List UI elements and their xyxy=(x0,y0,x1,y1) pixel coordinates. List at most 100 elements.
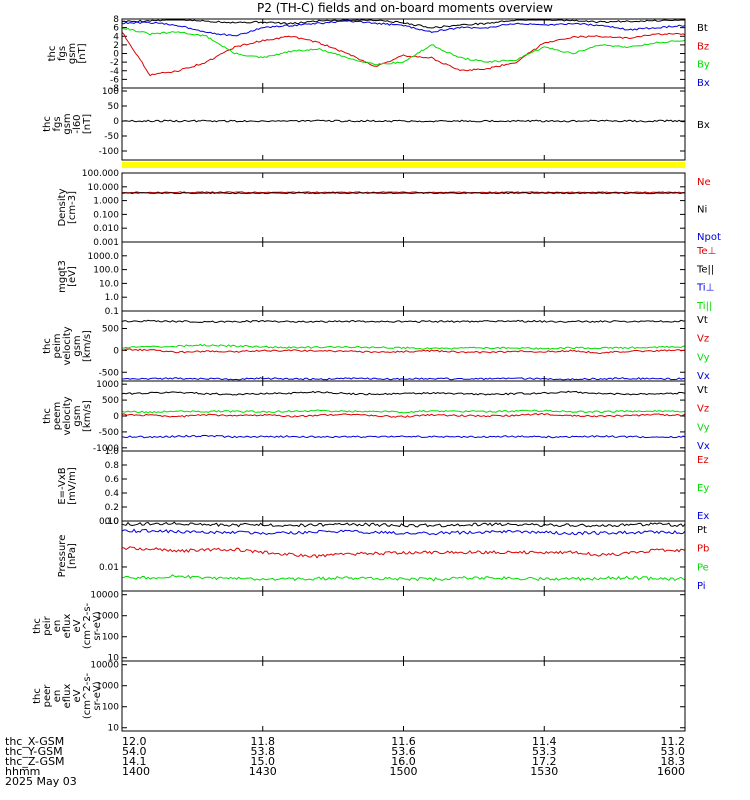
ylabel-line: en xyxy=(52,690,63,703)
ylabel-line: thc xyxy=(42,338,53,354)
ytick-label: 100.000 xyxy=(82,169,119,179)
ylabel-line: gsm xyxy=(72,335,83,356)
ylabel-line: Pressure xyxy=(57,535,68,578)
xaxis-row-label: hhmm xyxy=(5,765,40,778)
ytick-label: 0 xyxy=(113,50,119,60)
ylabel-line: [eV] xyxy=(67,266,78,287)
legend-Vt: Vt xyxy=(697,315,708,326)
ytick-label: 0 xyxy=(113,412,119,422)
legend-Ez: Ez xyxy=(697,455,709,466)
panel-frame xyxy=(121,590,686,662)
legend-Ni: Ni xyxy=(697,205,707,216)
ylabel-line: en xyxy=(52,620,63,633)
panel-frame xyxy=(121,87,686,161)
ytick-label: -500 xyxy=(99,428,120,438)
xaxis-row-label: thc_Z-GSM xyxy=(5,755,65,768)
ylabel-line: gsm xyxy=(67,43,78,64)
ytick-label: 1.0 xyxy=(105,293,120,303)
legend-Vy: Vy xyxy=(697,422,710,433)
ytick-label: 0.1 xyxy=(105,307,119,317)
legend-Bt: Bt xyxy=(697,23,708,34)
ylabel-line: fgs xyxy=(57,46,68,61)
ytick-label: 6 xyxy=(113,24,119,34)
xaxis-value: 17.2 xyxy=(532,755,557,768)
yellow-quality-strip xyxy=(122,162,685,168)
ytick-label: 0.2 xyxy=(105,503,119,513)
legend-Pb: Pb xyxy=(697,544,709,555)
panel-4: 1000.0 100.0 10.0 1.0 0.1 mgqt3 [eV] Te⊥ Te|| Ti⊥… xyxy=(57,241,716,317)
ytick-label: 1000.0 xyxy=(88,252,120,262)
ytick-label: 0.001 xyxy=(93,238,119,248)
ylabel-line: velocity xyxy=(62,326,73,365)
ytick-label: 1.000 xyxy=(93,197,119,207)
series-Bx-line xyxy=(121,119,686,123)
legend-Ne: Ne xyxy=(697,177,711,188)
ylabel-line: sr-eV) xyxy=(92,611,103,640)
ytick-label: 10.0 xyxy=(99,279,119,289)
series-Vy-line xyxy=(121,409,686,414)
legend-Pi: Pi xyxy=(697,581,706,592)
series-Pb-line xyxy=(122,546,686,559)
panel-9: 10000 1000 100 10 thc peir en eflux eV (cm^2-s-sr… xyxy=(32,590,686,664)
legend-Vy: Vy xyxy=(697,352,710,363)
ytick-label: 10000 xyxy=(90,591,119,601)
ytick-label: -500 xyxy=(99,368,120,378)
ytick-label: 2 xyxy=(113,41,119,51)
panel-frame xyxy=(121,450,686,522)
legend-Bz: Bz xyxy=(697,41,709,52)
xaxis-row-label: thc_X-GSM xyxy=(5,735,64,748)
ylabel-line: mgqt3 xyxy=(57,260,68,293)
ylabel-line: gsm xyxy=(62,113,73,134)
xaxis-value: 16.0 xyxy=(391,755,416,768)
xaxis-value: 53.8 xyxy=(251,745,276,758)
ylabel-line: -l60 xyxy=(72,114,83,133)
x-axis-annotation: thc_X-GSM 12.0 11.8 11.6 11.4 11.2 thc_Y-GSM 54… xyxy=(5,735,685,788)
xaxis-value: 11.2 xyxy=(661,735,686,748)
legend-Ex: Ex xyxy=(697,511,709,522)
legend-Ti||: Ti|| xyxy=(696,301,712,312)
legend-Ey: Ey xyxy=(697,483,709,494)
plot-title: P2 (TH-C) fields and on-board moments ov… xyxy=(257,1,553,15)
ytick-label: -8 xyxy=(110,84,119,94)
ytick-label: 10000 xyxy=(90,661,119,671)
ytick-label: -1000 xyxy=(93,444,119,454)
legend-Vx: Vx xyxy=(697,441,710,452)
panel-5: 500 0 -500 thc peim velocity gsm [km/s] Vt Vz Vy Vx xyxy=(42,310,710,382)
ytick-label: 10.000 xyxy=(88,183,120,193)
ytick-label: 0.6 xyxy=(105,475,120,485)
ytick-label: 100.0 xyxy=(93,266,119,276)
ytick-label: 0 xyxy=(113,346,119,356)
panel-3: 100.000 10.000 1.000 0.100 0.010 0.001 Density… xyxy=(57,169,721,248)
series-By-line xyxy=(121,27,686,66)
series-Vx-line xyxy=(121,434,686,439)
ylabel-line: [nT] xyxy=(82,114,93,134)
series-Vy-line xyxy=(121,343,686,350)
ytick-label: 8 xyxy=(113,15,119,25)
ytick-label: 0 xyxy=(113,117,119,127)
ytick-label: 0.010 xyxy=(93,224,119,234)
ylabel-line: peem xyxy=(52,402,63,430)
ylabel-line: (cm^2-s- xyxy=(82,672,93,719)
ylabel-line: eflux xyxy=(62,614,73,639)
series-Vz-line xyxy=(121,348,685,355)
series-Bz-line xyxy=(121,32,686,77)
ytick-label: 0.8 xyxy=(105,461,120,471)
series-Pe-line xyxy=(121,574,686,582)
xaxis-value: 11.4 xyxy=(532,735,557,748)
ytick-label: 500 xyxy=(102,396,119,406)
ytick-label: -100 xyxy=(99,147,120,157)
legend-Te||: Te|| xyxy=(696,264,714,275)
ytick-label: 0.01 xyxy=(99,563,119,573)
ylabel-line: eV xyxy=(72,619,83,632)
ylabel-line: peer xyxy=(42,684,53,708)
ylabel-line: peim xyxy=(52,333,63,358)
ylabel-line: (cm^2-s- xyxy=(82,602,93,649)
legend-Bx: Bx xyxy=(697,120,710,131)
legend-Vz: Vz xyxy=(697,404,709,415)
panel-frame xyxy=(121,18,686,89)
ylabel-line: [nT] xyxy=(77,43,88,63)
ylabel-line: Density xyxy=(57,188,68,226)
legend-Vx: Vx xyxy=(697,371,710,382)
legend-Vt: Vt xyxy=(697,385,708,396)
